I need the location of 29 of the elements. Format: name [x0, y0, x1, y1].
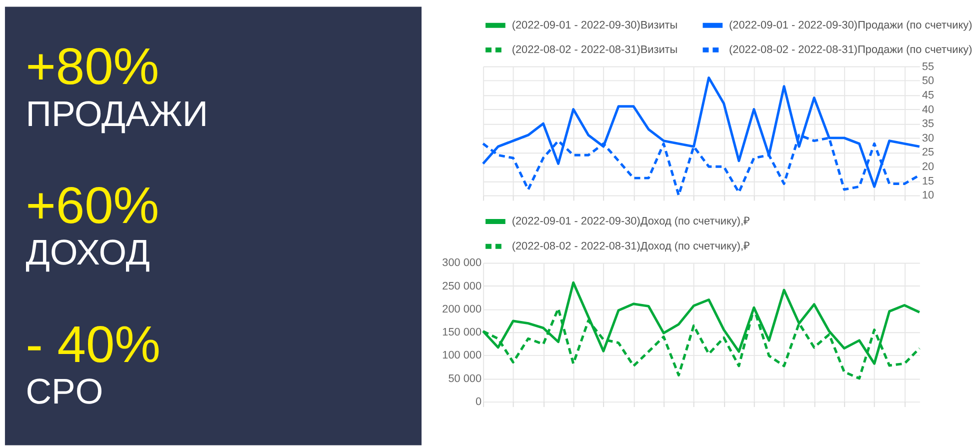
y-tick-label: 15	[922, 175, 934, 188]
legend-label: (2022-09-01 - 2022-09-30)Визиты	[512, 19, 678, 32]
y-tick-label: 40	[922, 104, 934, 116]
y-tick-label: 250 000	[442, 280, 482, 292]
legend-label: (2022-09-01 - 2022-09-30)Доход (по счетчику),₽	[512, 216, 750, 228]
y-tick-label: 200 000	[442, 303, 482, 316]
legend-label: (2022-09-01 - 2022-09-30)Продажи (по счетчику)	[729, 19, 972, 32]
y-tick-label: 50 000	[448, 372, 482, 385]
y-tick-label: 100 000	[442, 350, 482, 362]
y-tick-label: 30	[922, 132, 934, 144]
y-tick-label: 20	[922, 161, 934, 174]
y-tick-label: 25	[922, 146, 934, 159]
y-tick-label: 10	[922, 190, 934, 202]
legend-label: (2022-08-02 - 2022-08-31)Продажи (по счетчику)	[729, 44, 972, 56]
y-tick-label: 300 000	[442, 257, 482, 270]
y-tick-label: 50	[922, 75, 934, 88]
text: CPO	[26, 372, 104, 412]
text: - 40%	[26, 314, 160, 373]
legend-label: (2022-08-02 - 2022-08-31)Визиты	[512, 44, 678, 56]
text: +60%	[26, 176, 160, 234]
y-tick-label: 150 000	[442, 326, 482, 339]
text: +80%	[26, 37, 160, 96]
y-tick-label: 45	[922, 89, 934, 102]
text: ПРОДАЖИ	[26, 94, 208, 134]
legend-label: (2022-08-02 - 2022-08-31)Доход (по счетчику),₽	[512, 240, 750, 252]
y-tick-label: 35	[922, 118, 934, 130]
y-tick-label: 55	[922, 60, 934, 73]
y-tick-label: 0	[475, 396, 482, 408]
text: ДОХОД	[26, 232, 150, 273]
